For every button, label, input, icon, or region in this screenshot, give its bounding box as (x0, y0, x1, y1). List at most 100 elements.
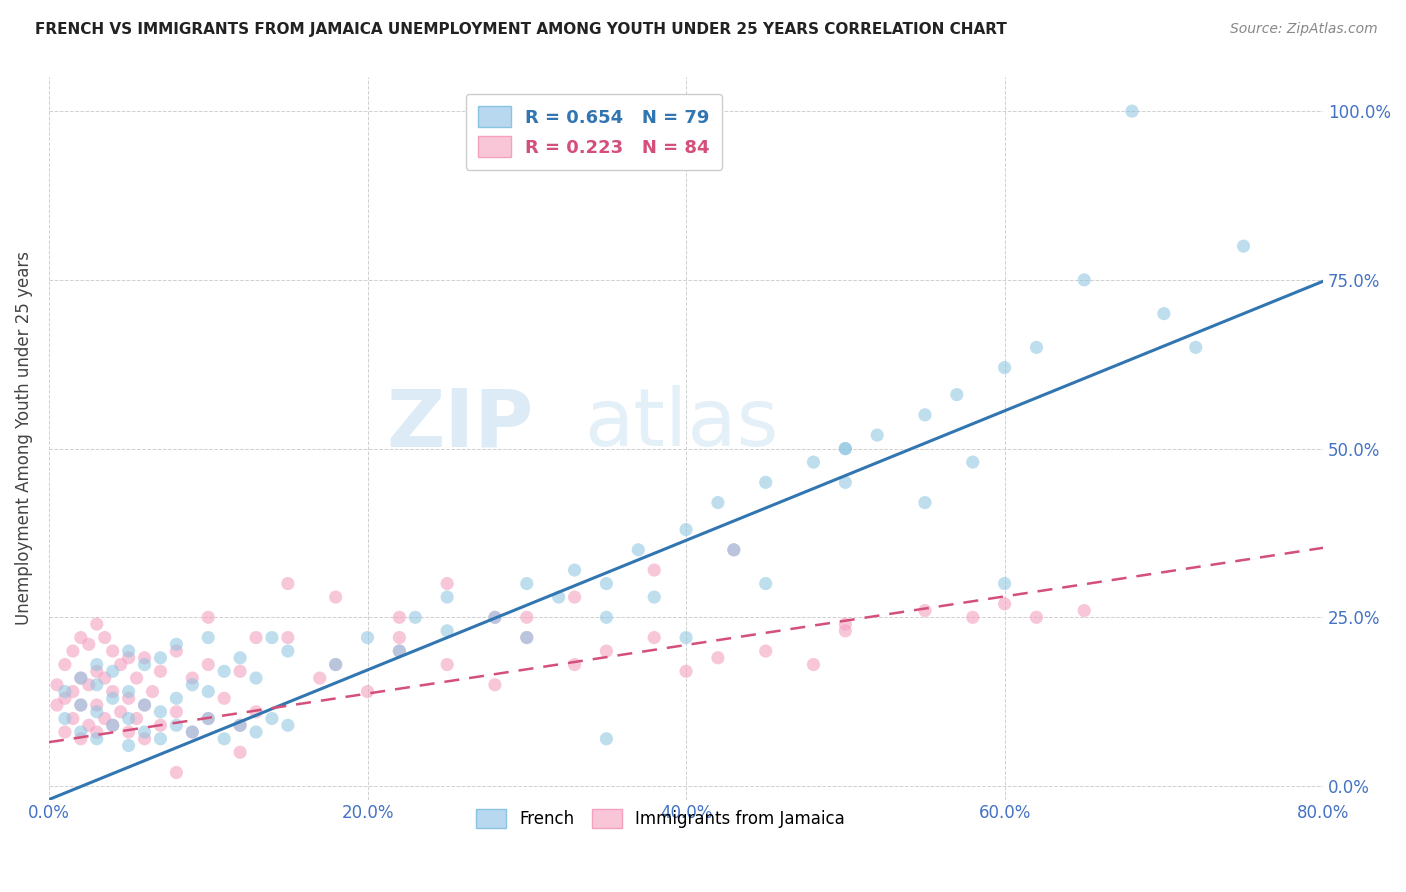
Point (69, 731, 91, 746)
Point (245, 705, 267, 719)
Point (197, 684, 219, 698)
Point (197, 631, 219, 645)
Point (388, 631, 411, 645)
Point (994, 576, 1017, 591)
Point (125, 712, 148, 726)
Point (388, 644, 411, 658)
Point (53, 684, 76, 698)
Point (723, 542, 745, 557)
Legend: French, Immigrants from Jamaica: French, Immigrants from Jamaica (470, 802, 852, 835)
Point (962, 610, 984, 624)
Point (994, 597, 1017, 611)
Point (149, 705, 172, 719)
Point (101, 691, 124, 706)
Point (1073, 603, 1095, 617)
Point (484, 610, 506, 624)
Point (308, 671, 330, 685)
Point (388, 610, 411, 624)
Point (86, 705, 108, 719)
Point (755, 475, 778, 490)
Point (86, 665, 108, 679)
Point (117, 650, 139, 665)
Point (110, 705, 132, 719)
Point (197, 610, 219, 624)
Point (1073, 273, 1095, 287)
Point (277, 718, 299, 732)
Point (101, 718, 124, 732)
Point (834, 624, 856, 638)
Point (165, 644, 187, 658)
Point (229, 718, 252, 732)
Point (86, 731, 108, 746)
Point (595, 731, 617, 746)
Point (77, 718, 100, 732)
Point (117, 644, 139, 658)
Point (866, 428, 889, 442)
Point (165, 691, 187, 706)
Point (1184, 340, 1206, 354)
Point (755, 644, 778, 658)
Point (165, 637, 187, 651)
Point (212, 665, 235, 679)
Point (45, 678, 67, 692)
Point (165, 765, 187, 780)
Point (325, 590, 347, 604)
Point (707, 650, 730, 665)
Point (595, 610, 617, 624)
Point (516, 631, 538, 645)
Point (101, 644, 124, 658)
Point (834, 442, 856, 456)
Point (93, 712, 115, 726)
Text: ZIP: ZIP (385, 385, 533, 463)
Point (69, 698, 91, 712)
Point (181, 678, 204, 692)
Point (45, 698, 67, 712)
Point (93, 671, 115, 685)
Point (77, 637, 100, 651)
Point (914, 603, 936, 617)
Point (643, 631, 665, 645)
Point (595, 576, 617, 591)
Point (436, 657, 458, 672)
Point (181, 725, 204, 739)
Point (86, 698, 108, 712)
Point (149, 650, 172, 665)
Point (212, 691, 235, 706)
Point (117, 725, 139, 739)
Point (803, 455, 825, 469)
Point (117, 739, 139, 753)
Point (914, 495, 936, 509)
Point (834, 617, 856, 632)
Point (93, 631, 115, 645)
Point (229, 650, 252, 665)
Point (117, 712, 139, 726)
Point (69, 671, 91, 685)
Point (197, 712, 219, 726)
Point (547, 590, 569, 604)
Point (53, 712, 76, 726)
Point (134, 698, 156, 712)
Point (277, 576, 299, 591)
Point (675, 665, 697, 679)
Point (229, 665, 252, 679)
Point (69, 725, 91, 739)
Point (229, 745, 252, 759)
Point (69, 631, 91, 645)
Point (86, 657, 108, 672)
Point (643, 563, 665, 577)
Point (110, 657, 132, 672)
Point (181, 671, 204, 685)
Point (62, 644, 84, 658)
Point (260, 631, 283, 645)
Point (134, 725, 156, 739)
Point (77, 678, 100, 692)
Point (141, 684, 163, 698)
Point (946, 387, 969, 401)
Point (962, 455, 984, 469)
Text: FRENCH VS IMMIGRANTS FROM JAMAICA UNEMPLOYMENT AMONG YOUTH UNDER 25 YEARS CORREL: FRENCH VS IMMIGRANTS FROM JAMAICA UNEMPL… (35, 22, 1007, 37)
Point (277, 644, 299, 658)
Point (643, 590, 665, 604)
Point (595, 644, 617, 658)
Point (723, 542, 745, 557)
Point (134, 657, 156, 672)
